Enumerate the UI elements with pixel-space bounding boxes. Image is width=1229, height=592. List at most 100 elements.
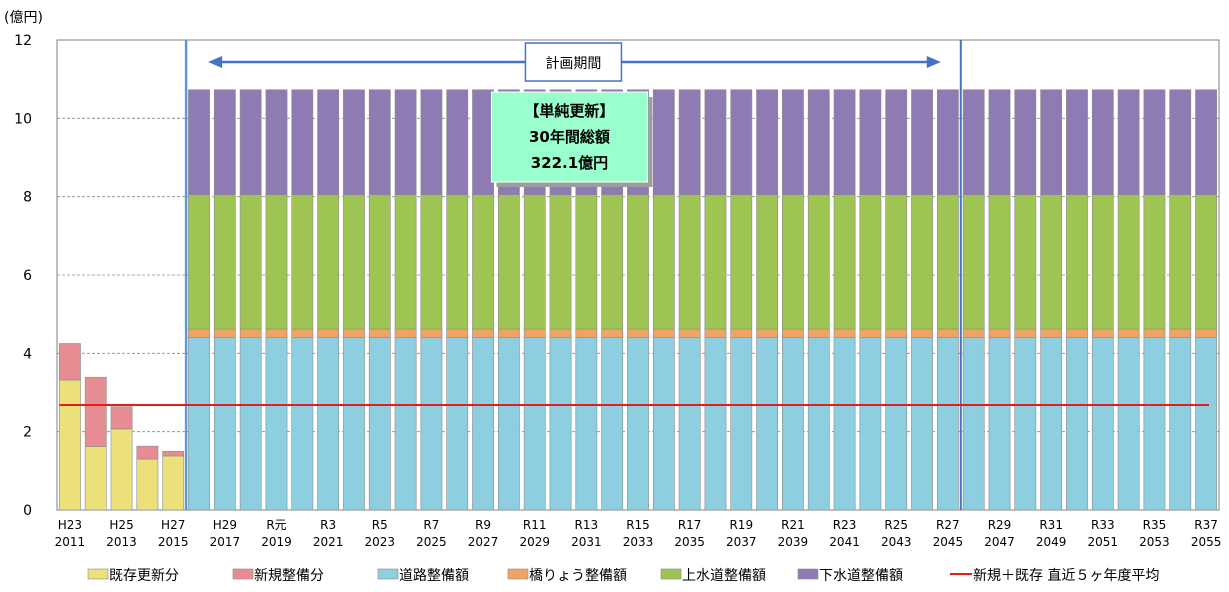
bar-segment [885,337,908,511]
bar-segment [1014,194,1037,330]
bar-segment [394,328,417,338]
bar-segment [368,89,391,196]
bar-segment [756,89,778,196]
bar-segment [833,194,856,330]
bar-segment [833,89,856,196]
bar-segment [420,328,443,338]
bar-segment [1143,328,1166,338]
plan-arrow-right-head [926,56,941,68]
bar-segment [1195,89,1217,196]
bar-segment [575,337,598,511]
x-tick-era: R35 [1143,518,1167,532]
x-tick-era: R9 [475,518,491,532]
legend-swatch [87,568,109,580]
bar-segment [730,89,753,196]
x-tick-era: R21 [781,518,805,532]
bar-segment [213,337,236,511]
x-tick-year: 2035 [674,535,705,549]
bar-segment [162,455,185,511]
legend-label: 上水道整備額 [682,568,766,584]
x-tick-year: 2053 [1139,535,1170,549]
bar-segment [652,328,675,338]
bar-segment [678,89,701,196]
bar-segment [523,337,546,511]
bar-segment [239,328,262,338]
x-tick-year: 2019 [261,535,292,549]
bar-segment [936,328,959,338]
bar-segment [627,194,649,330]
bar-segment [936,337,959,511]
bar-segment [1169,337,1192,511]
x-tick-era: H27 [161,518,185,532]
bar-segment [549,328,572,338]
bar-segment [368,337,391,511]
bar-segment [704,194,727,330]
callout-line: 30年間総額 [529,128,610,146]
bar-segment [213,89,236,196]
bar-segment [1091,194,1114,330]
bar-segment [239,89,262,196]
bar-segment [59,379,81,511]
bar-segment [394,89,417,196]
bar-segment [239,194,262,330]
x-tick-year: 2023 [365,535,396,549]
bar-segment [188,194,210,330]
x-tick-era: H25 [109,518,133,532]
bar-segment [627,337,649,511]
bar-segment [213,328,236,338]
legend-label: 既存更新分 [109,568,179,584]
bar-segment [782,89,804,196]
bar-segment [317,194,340,330]
plan-period: 計画期間 [184,40,962,510]
bar-segment [343,194,365,330]
x-tick-era: R33 [1091,518,1115,532]
x-tick-year: 2011 [55,535,86,549]
bar-segment [885,89,908,196]
x-tick-year: 2037 [726,535,757,549]
bar-segment [213,194,236,330]
x-tick-era: R31 [1039,518,1063,532]
bar-segment [368,194,391,330]
x-tick-year: 2017 [210,535,241,549]
bar-segment [1040,337,1063,511]
y-tick-label: 6 [23,268,32,284]
bar-segment [936,89,959,196]
bar-segment [859,328,882,338]
x-tick-era: R3 [320,518,336,532]
bar-segment [1143,194,1166,330]
bar-segment [265,337,288,511]
bar-segment [1143,337,1166,511]
bar-segment [962,328,985,338]
bar-segment [1040,89,1063,196]
bar-segment [1169,194,1192,330]
bar-segment [1091,337,1114,511]
x-tick-era: R29 [988,518,1012,532]
bar-segment [962,194,985,330]
bar-segment [1169,89,1192,196]
bar-segment [859,194,882,330]
legend-swatch [507,568,529,580]
y-tick-label: 8 [23,190,32,206]
bar-segment [1014,328,1037,338]
bar-segment [1066,89,1088,196]
bar-segment [1066,328,1088,338]
legend-label: 新規整備分 [254,568,324,584]
bar-segment [911,89,933,196]
x-tick-year: 2039 [778,535,809,549]
x-tick-year: 2051 [1088,535,1119,549]
y-tick-label: 0 [23,503,32,519]
x-tick-era: R27 [936,518,960,532]
bar-segment [1195,337,1217,511]
x-tick-era: R15 [626,518,650,532]
bar-segment [601,194,624,330]
bar-segment [962,337,985,511]
bar-segment [601,328,624,338]
x-tick-era: R元 [266,518,286,532]
bar-segment [1066,337,1088,511]
x-tick-year: 2027 [468,535,499,549]
bar-segment [601,337,624,511]
bar-segment [988,89,1011,196]
bar-segment [188,89,210,196]
bar-segment [549,194,572,330]
x-tick-era: R37 [1194,518,1218,532]
